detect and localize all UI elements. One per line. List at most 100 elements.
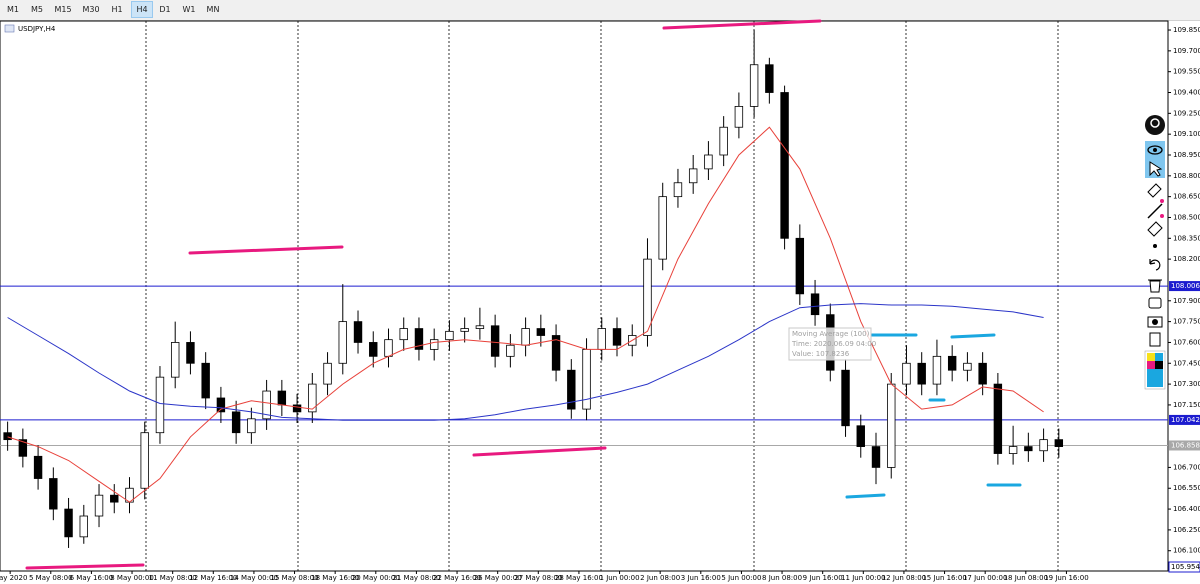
y-tick-label: 108.950 [1173, 151, 1200, 159]
candle-body [704, 154, 713, 170]
candle-body [3, 432, 12, 441]
candle-body [33, 455, 43, 479]
y-tick-label: 108.200 [1173, 255, 1200, 263]
swatch [1147, 369, 1163, 387]
candle-body [978, 362, 987, 385]
x-tick-label: 11 May 08:00 [149, 574, 197, 582]
pink-level [662, 19, 822, 30]
swatch [1147, 361, 1155, 369]
tool-icon[interactable] [1147, 203, 1163, 219]
candle-body [247, 418, 256, 434]
x-tick-label: 21 May 08:00 [392, 574, 440, 582]
candle-body [369, 342, 378, 357]
tool-icon[interactable] [1147, 145, 1163, 155]
timeframe-button[interactable]: D1 [159, 5, 171, 14]
candle-body [155, 376, 165, 434]
x-tick-label: 6 May 16:00 [70, 574, 114, 582]
tool-icon[interactable] [1145, 115, 1165, 135]
timeframe-button[interactable]: M15 [54, 5, 72, 14]
tool-icon [1152, 319, 1158, 325]
x-tick-label: 26 May 00:00 [474, 574, 522, 582]
pink-level [25, 563, 145, 570]
tool-icon [1150, 118, 1160, 128]
tooltip: Moving Average (100) Time: 2020.06.09 04… [788, 327, 876, 361]
candle-body [1054, 439, 1064, 447]
tool-icon[interactable] [1153, 244, 1157, 248]
candle-body [201, 362, 210, 399]
candle-body [841, 369, 850, 427]
candle-body [170, 342, 180, 378]
candle-body [734, 105, 744, 128]
x-tick-label: 28 May 16:00 [555, 574, 603, 582]
candle-body [262, 390, 271, 420]
y-tick-label: 107.300 [1173, 380, 1200, 388]
timeframe-button[interactable]: MN [206, 5, 220, 14]
candle-body [887, 383, 896, 468]
tool-icon[interactable] [1149, 161, 1163, 177]
swatch [1147, 353, 1155, 361]
timeframe-button[interactable]: W1 [182, 5, 196, 14]
plot-frame [0, 20, 1169, 572]
x-tick-label: 18 Jun 08:00 [1004, 574, 1048, 582]
timeframe-button[interactable]: M5 [31, 5, 43, 14]
y-tick-label: 107.900 [1173, 297, 1200, 305]
drawings [25, 19, 1022, 570]
candle-body [795, 237, 805, 295]
price-box [1169, 281, 1200, 292]
x-tick-label: 2 Jun 08:00 [640, 574, 680, 582]
y-tick-label: 109.550 [1173, 68, 1200, 76]
timeframe-button[interactable]: H4 [131, 1, 153, 18]
candle-body [871, 446, 881, 468]
candle-body [506, 344, 515, 357]
x-tick-label: 12 May 16:00 [189, 574, 237, 582]
tooltip-line: Time: 2020.06.09 04:00 [791, 340, 876, 348]
candle-body [79, 515, 88, 538]
candle-body [18, 439, 28, 457]
candle-body [719, 126, 728, 156]
y-tick-label: 106.100 [1173, 547, 1200, 555]
candle-body [216, 397, 226, 413]
candle-body [963, 362, 972, 371]
candle-body [292, 404, 302, 413]
candle-body [64, 508, 73, 538]
y-tick-label: 107.600 [1173, 338, 1200, 346]
candle-body [475, 325, 485, 329]
x-tick-label: 19 Jun 16:00 [1044, 574, 1088, 582]
x-tick-label: 11 Jun 00:00 [841, 574, 885, 582]
price-box-label: 108.006 [1171, 282, 1200, 290]
tool-icon[interactable] [1149, 259, 1161, 271]
y-tick-label: 109.400 [1173, 89, 1200, 97]
tool-icon[interactable] [1147, 183, 1162, 198]
tool-icon[interactable] [1149, 332, 1161, 347]
candle-body [414, 328, 424, 350]
pink-level [188, 245, 344, 255]
candle-body [658, 196, 667, 260]
x-tick-label: 15 Jun 16:00 [922, 574, 966, 582]
tool-icon[interactable] [1147, 221, 1163, 237]
candle-body [429, 339, 439, 350]
timeframe-button[interactable]: M1 [7, 5, 19, 14]
tool-icon[interactable] [1148, 279, 1162, 293]
candle-body [902, 362, 911, 385]
price-box-label: 106.858 [1171, 441, 1200, 449]
timeframe-button[interactable]: M30 [82, 5, 100, 14]
x-tick-label: 12 Jun 08:00 [882, 574, 926, 582]
y-tick-label: 106.250 [1173, 526, 1200, 534]
y-tick-label: 107.150 [1173, 401, 1200, 409]
candle-body [94, 494, 104, 517]
y-tick-label: 109.100 [1173, 130, 1200, 138]
tool-icon [1160, 214, 1164, 218]
y-tick-label: 109.250 [1173, 109, 1200, 117]
price-box [1169, 440, 1200, 451]
candle-body [1024, 446, 1033, 452]
tool-icon[interactable] [1148, 297, 1162, 309]
candle-body [1039, 439, 1048, 452]
x-tick-label: 14 May 00:00 [230, 574, 278, 582]
timeframe-button[interactable]: H1 [111, 5, 123, 14]
candle-body [765, 64, 774, 93]
y-tick-label: 108.800 [1173, 172, 1200, 180]
tool-icon [1160, 199, 1164, 203]
swatch [1155, 361, 1163, 369]
